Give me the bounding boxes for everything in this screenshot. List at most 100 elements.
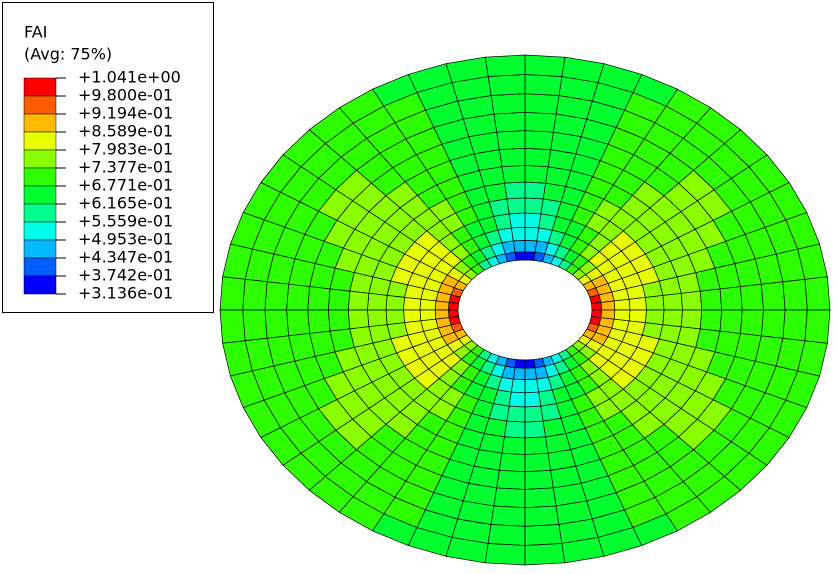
mesh-element	[219, 309, 246, 344]
mesh-element	[264, 281, 289, 311]
mesh-element	[514, 359, 526, 369]
mesh-element	[524, 543, 566, 566]
legend-swatch	[23, 239, 57, 259]
legend-swatch	[23, 131, 57, 151]
mesh-element	[367, 292, 388, 311]
legend-swatch	[23, 77, 57, 97]
mesh-element	[242, 309, 268, 342]
mesh-element	[524, 197, 544, 215]
legend-label: +7.377e-01	[78, 158, 173, 177]
mesh-element	[508, 212, 526, 229]
legend-title: FAI	[24, 23, 47, 42]
legend-label: +7.983e-01	[78, 140, 173, 159]
mesh-element	[487, 524, 526, 546]
mesh-element	[699, 309, 723, 332]
mesh-element	[506, 405, 526, 423]
mesh-element	[490, 505, 526, 527]
mesh-element	[804, 309, 831, 344]
mesh-element	[600, 309, 616, 320]
legend-label: +9.194e-01	[78, 104, 173, 123]
legend-swatch	[23, 95, 57, 115]
mesh-element	[782, 309, 808, 342]
legend-label: +8.589e-01	[78, 122, 173, 141]
mesh-element	[524, 212, 542, 229]
mesh-element	[761, 281, 786, 311]
legend-swatch	[23, 275, 57, 295]
mesh-element	[524, 420, 546, 439]
mesh-element	[524, 436, 549, 455]
mesh-element	[524, 54, 566, 77]
legend-label: +4.953e-01	[78, 230, 173, 249]
mesh-element	[524, 452, 552, 473]
mesh-element	[645, 309, 665, 326]
mesh-element	[524, 147, 552, 168]
mesh-element	[508, 391, 526, 408]
legend-swatch	[23, 203, 57, 223]
mesh-element	[613, 309, 631, 322]
mesh-element	[490, 93, 526, 115]
mesh-element	[307, 309, 331, 334]
contour-plot	[219, 54, 831, 566]
mesh-element	[498, 452, 526, 473]
mesh-element	[493, 487, 526, 509]
mesh-element	[699, 288, 723, 311]
mesh-element	[286, 283, 310, 311]
mesh-element	[645, 294, 665, 311]
mesh-element	[524, 181, 546, 200]
mesh-element	[524, 74, 563, 96]
mesh-element	[524, 378, 540, 394]
mesh-element	[524, 165, 549, 184]
mesh-element	[524, 111, 557, 133]
mesh-element	[347, 290, 370, 311]
mesh-element	[524, 226, 540, 242]
mesh-element	[484, 543, 526, 566]
mesh-element	[628, 309, 647, 324]
mesh-element	[487, 74, 526, 96]
mesh-element	[286, 309, 310, 337]
mesh-element	[761, 309, 786, 339]
legend-label: +5.559e-01	[78, 212, 173, 231]
mesh-element	[591, 309, 603, 318]
mesh-element	[264, 309, 289, 339]
mesh-element	[662, 309, 683, 328]
mesh-element	[804, 276, 831, 311]
mesh-element	[506, 197, 526, 215]
legend-swatch	[23, 221, 57, 241]
mesh-element	[524, 251, 536, 261]
mesh-element	[512, 367, 526, 381]
legend-swatch	[23, 167, 57, 187]
mesh-element	[524, 524, 563, 546]
mesh-element	[403, 296, 422, 311]
mesh-element	[501, 165, 526, 184]
legend-swatch	[23, 149, 57, 169]
mesh-element	[524, 405, 544, 423]
mesh-element	[719, 309, 743, 334]
mesh-element	[447, 302, 459, 311]
mesh-element	[327, 288, 351, 311]
mesh-element	[524, 130, 554, 151]
mesh-element	[496, 130, 526, 151]
mesh-element	[484, 54, 526, 77]
legend: +1.041e+00+9.800e-01+9.194e-01+8.589e-01…	[23, 68, 181, 303]
legend-label: +1.041e+00	[78, 68, 181, 87]
mesh-element	[498, 147, 526, 168]
legend-swatch	[23, 185, 57, 205]
mesh-element	[510, 378, 526, 394]
mesh-element	[524, 93, 560, 115]
mesh-element	[367, 309, 388, 328]
mesh-element	[524, 505, 560, 527]
mesh-element	[496, 469, 526, 490]
legend-label: +9.800e-01	[78, 86, 173, 105]
legend-swatch	[23, 257, 57, 277]
mesh-element	[510, 226, 526, 242]
mesh-element	[662, 292, 683, 311]
legend-label: +6.771e-01	[78, 176, 173, 195]
mesh-element	[719, 286, 743, 311]
mesh-element	[524, 391, 542, 408]
mesh-element	[782, 278, 808, 311]
mesh-element	[347, 309, 370, 330]
mesh-element	[524, 487, 557, 509]
mesh-element	[524, 239, 538, 253]
mesh-element	[307, 286, 331, 311]
